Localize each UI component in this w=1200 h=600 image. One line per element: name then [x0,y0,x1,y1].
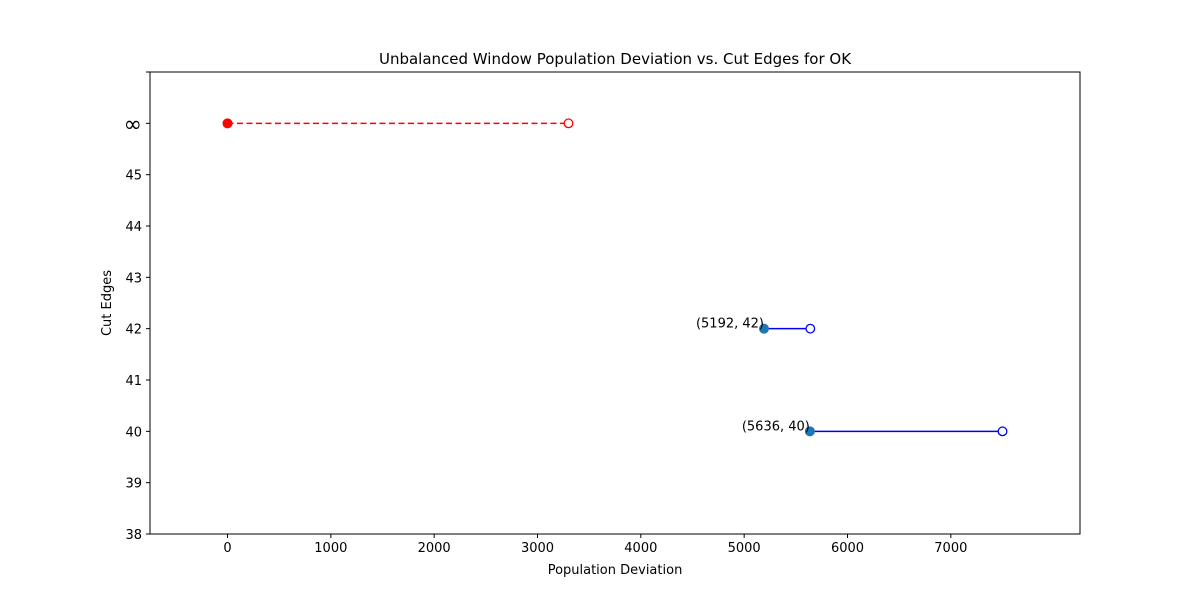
x-tick-label: 4000 [624,541,657,556]
y-tick-label: 44 [125,220,142,235]
y-tick-label: 39 [125,477,142,492]
segment-start-point [222,118,233,129]
plot-area: (5192, 42) (5636, 40) [222,118,1008,437]
plot-frame [149,71,1081,535]
x-tick-label: 6000 [831,541,864,556]
x-tick-label: 1000 [314,541,347,556]
segment-end-point [997,426,1008,437]
chart-title: Unbalanced Window Population Deviation v… [379,50,852,68]
x-tick-label: 7000 [934,541,967,556]
point-annotation: (5192, 42) [696,317,764,332]
segment-end-point [805,323,816,334]
y-tick-label: 42 [125,323,142,338]
segment-start-point [804,426,815,437]
point-annotation: (5636, 40) [742,419,810,434]
x-tick-label: 2000 [418,541,451,556]
y-tick-label-infinity: ∞ [124,112,142,137]
y-tick-label: 45 [125,169,142,184]
x-tick-label: 0 [223,541,231,556]
x-axis-label: Population Deviation [548,563,683,578]
y-tick-label: 43 [125,271,142,286]
y-tick-label: 38 [125,528,142,543]
y-axis-label: Cut Edges [100,270,115,336]
y-tick-label: 41 [125,374,142,389]
x-tick-label: 3000 [521,541,554,556]
x-tick-label: 5000 [728,541,761,556]
y-tick-label: 40 [125,425,142,440]
segment-end-point [563,118,574,129]
segment-start-point [759,323,770,334]
